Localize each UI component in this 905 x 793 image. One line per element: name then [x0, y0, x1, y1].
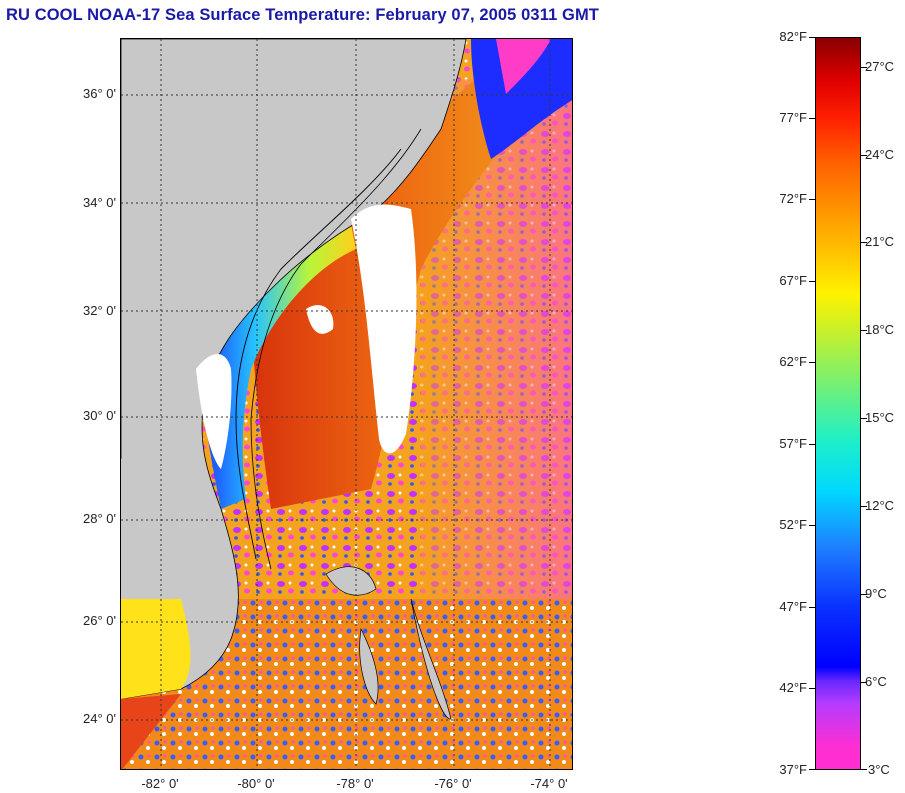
cbar-tick-f	[809, 362, 815, 363]
cbar-tick-c	[861, 594, 867, 595]
temperature-colorbar	[815, 37, 861, 770]
cloud-mask-central	[351, 204, 417, 454]
lat-label-26: 26° 0'	[83, 613, 116, 628]
lat-label-24: 24° 0'	[83, 711, 116, 726]
cbar-tick-c	[861, 769, 867, 770]
map-grid	[121, 39, 572, 769]
cbar-label-57f: 57°F	[779, 436, 807, 451]
cbar-label-3c: 3°C	[868, 762, 890, 777]
lon-label-82: -82° 0'	[141, 776, 179, 791]
lon-label-80: -80° 0'	[237, 776, 275, 791]
cbar-tick-f	[809, 199, 815, 200]
lat-label-36: 36° 0'	[83, 86, 116, 101]
cbar-label-37f: 37°F	[779, 762, 807, 777]
shelf-water-region	[201, 224, 356, 509]
page-title: RU COOL NOAA-17 Sea Surface Temperature:…	[6, 6, 599, 24]
cbar-label-12c: 12°C	[865, 498, 895, 513]
cbar-label-24c: 24°C	[865, 147, 895, 162]
sst-map	[120, 38, 573, 770]
cold-water-northeast	[471, 39, 572, 159]
magenta-northeast	[496, 39, 551, 94]
cbar-label-77f: 77°F	[779, 110, 807, 125]
cbar-label-27c: 27°C	[865, 59, 895, 74]
cbar-tick-c	[861, 330, 867, 331]
cbar-label-62f: 62°F	[779, 354, 807, 369]
cbar-label-18c: 18°C	[865, 322, 895, 337]
cloud-patch	[306, 305, 334, 334]
cbar-label-82f: 82°F	[779, 29, 807, 44]
lat-label-28: 28° 0'	[83, 511, 116, 526]
cbar-tick-c	[861, 506, 867, 507]
cbar-label-15c: 15°C	[865, 410, 895, 425]
sst-map-canvas	[121, 39, 572, 769]
cbar-label-67f: 67°F	[779, 273, 807, 288]
lon-label-78: -78° 0'	[336, 776, 374, 791]
cbar-tick-f	[809, 688, 815, 689]
land-mass	[121, 39, 467, 700]
cbar-tick-f	[809, 607, 815, 608]
lon-label-76: -76° 0'	[434, 776, 472, 791]
cbar-tick-c	[861, 67, 867, 68]
cbar-label-6c: 6°C	[865, 674, 887, 689]
eleuthera-island	[410, 598, 452, 720]
cbar-tick-c	[861, 155, 867, 156]
andros-island	[359, 627, 379, 705]
lat-label-34: 34° 0'	[83, 195, 116, 210]
cbar-label-21c: 21°C	[865, 234, 895, 249]
cbar-tick-f	[809, 525, 815, 526]
bahamas-island-north	[325, 566, 377, 596]
cbar-tick-c	[861, 242, 867, 243]
cbar-tick-c	[861, 682, 867, 683]
cbar-label-72f: 72°F	[779, 191, 807, 206]
cbar-label-52f: 52°F	[779, 517, 807, 532]
florida-keys-water	[121, 694, 181, 769]
cbar-tick-f	[809, 769, 815, 770]
gulf-of-mexico-water	[121, 599, 191, 699]
cbar-label-9c: 9°C	[865, 586, 887, 601]
cbar-tick-f	[809, 37, 815, 38]
cbar-tick-f	[809, 281, 815, 282]
lat-label-30: 30° 0'	[83, 408, 116, 423]
cbar-tick-f	[809, 444, 815, 445]
cbar-label-47f: 47°F	[779, 599, 807, 614]
cbar-tick-c	[861, 418, 867, 419]
contour-line-200m	[235, 148, 402, 560]
cbar-tick-f	[809, 118, 815, 119]
cloud-mask-coast	[196, 354, 232, 469]
lon-label-74: -74° 0'	[530, 776, 568, 791]
lat-label-32: 32° 0'	[83, 303, 116, 318]
cbar-label-42f: 42°F	[779, 680, 807, 695]
